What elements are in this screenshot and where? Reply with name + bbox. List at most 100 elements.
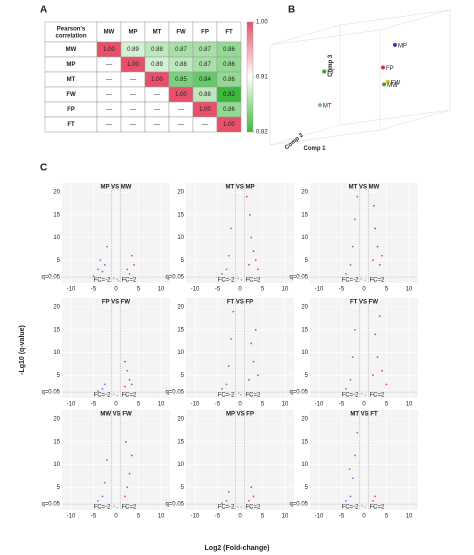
threshold-label: FC=-2 [94, 505, 112, 511]
column-header: FW [176, 30, 186, 36]
color-tick-label: 0.82 [256, 130, 268, 136]
plot-title: FT VS FW [350, 300, 378, 306]
cell-value: — [106, 92, 112, 98]
axis-title: Comp 3 [328, 54, 334, 77]
x-tick-label: 10 [406, 402, 413, 408]
cell-value: 1.00 [151, 77, 163, 83]
volcano-point [250, 486, 253, 489]
volcano-point [227, 365, 230, 368]
plot-title: MT VS MW [349, 185, 380, 191]
pca-point [322, 69, 327, 74]
cell-value: — [106, 122, 112, 128]
y-tick-label: 15 [53, 439, 60, 445]
panel-label: A [40, 5, 47, 16]
y-tick-label: 10 [301, 350, 308, 356]
y-axis-label: -Lg10 (q-value) [19, 325, 26, 375]
y-tick-label: 10 [301, 235, 308, 241]
x-tick-label: -5 [91, 514, 97, 520]
y-tick-label: 10 [53, 350, 60, 356]
y-tick-label: 20 [53, 305, 60, 311]
threshold-label: q=0.05 [289, 502, 308, 508]
y-tick-label: 10 [53, 235, 60, 241]
volcano-point [248, 378, 250, 381]
volcano-point [257, 268, 259, 271]
panel-label: C [40, 163, 47, 174]
threshold-label: q=0.05 [165, 275, 184, 281]
volcano-point [101, 495, 104, 498]
x-tick-label: 5 [261, 287, 265, 293]
row-header: FW [66, 92, 76, 98]
cell-value: 0.88 [151, 47, 163, 53]
threshold-label: FC=-2 [342, 505, 360, 511]
cell-value: — [154, 92, 160, 98]
volcano-point [374, 333, 377, 336]
volcano-point [103, 481, 106, 484]
volcano-point [240, 278, 243, 281]
table-corner: Pearson's correlation [55, 26, 86, 39]
y-tick-label: 5 [57, 373, 61, 379]
volcano-point [257, 374, 259, 377]
threshold-label: FC=2 [122, 505, 138, 511]
pca-point [385, 79, 390, 84]
y-tick-label: 10 [53, 462, 60, 468]
y-tick-label: 20 [301, 305, 308, 311]
volcano-point [236, 505, 239, 508]
threshold-label: q=0.05 [41, 390, 60, 396]
volcano-point [227, 490, 230, 493]
cell-value: 0.88 [175, 62, 187, 68]
volcano-point [92, 275, 95, 278]
volcano-point [103, 263, 106, 266]
y-tick-label: 5 [305, 373, 309, 379]
cell-value: — [130, 77, 136, 83]
cell-value: 0.87 [199, 47, 211, 53]
volcano-point [124, 385, 126, 388]
volcano-point [378, 315, 381, 318]
volcano-point [385, 383, 388, 386]
pca-point [381, 65, 385, 70]
x-tick-label: -10 [67, 402, 76, 408]
cell-value: 0.86 [223, 77, 235, 83]
volcano-point [381, 254, 383, 257]
x-tick-label: 0 [114, 514, 118, 520]
volcano-point [372, 259, 374, 262]
volcano-point [360, 393, 363, 395]
row-header: MT [67, 77, 76, 83]
volcano-point [106, 245, 108, 248]
row-header: FP [67, 107, 75, 113]
x-tick-label: 10 [282, 514, 289, 520]
volcano-point [351, 477, 354, 480]
volcano-point [133, 263, 135, 266]
box-edge [379, 109, 451, 131]
plot-title: MT VS FT [350, 412, 378, 418]
x-tick-label: 10 [406, 287, 413, 293]
volcano-point [372, 374, 374, 377]
cell-value: — [154, 107, 160, 113]
volcano-point [372, 500, 374, 502]
x-tick-label: 0 [114, 402, 118, 408]
volcano-point [225, 268, 228, 271]
y-tick-label: 5 [305, 258, 309, 264]
volcano-point [378, 263, 381, 266]
volcano-point [345, 500, 347, 502]
threshold-label: FC=-2 [218, 393, 236, 399]
x-tick-label: 10 [158, 287, 165, 293]
x-tick-label: 0 [238, 402, 242, 408]
volcano-point [252, 495, 255, 498]
y-tick-label: 15 [301, 327, 308, 333]
volcano-point [361, 505, 364, 507]
y-tick-label: 10 [177, 235, 184, 241]
volcano-point [254, 259, 257, 262]
threshold-label: q=0.05 [165, 502, 184, 508]
cell-value: 1.00 [103, 47, 115, 53]
box-edge [269, 24, 341, 46]
x-tick-label: 10 [282, 402, 289, 408]
cell-value: 0.89 [151, 62, 163, 68]
point-label: FW [391, 80, 401, 86]
threshold-label: FC=-2 [218, 505, 236, 511]
x-tick-label: 5 [137, 287, 141, 293]
volcano-point [126, 486, 129, 489]
column-header: FT [225, 30, 233, 36]
table-corner-line: Pearson's [57, 26, 86, 32]
volcano-point [345, 273, 347, 275]
plot-title: MT VS MP [225, 185, 254, 191]
